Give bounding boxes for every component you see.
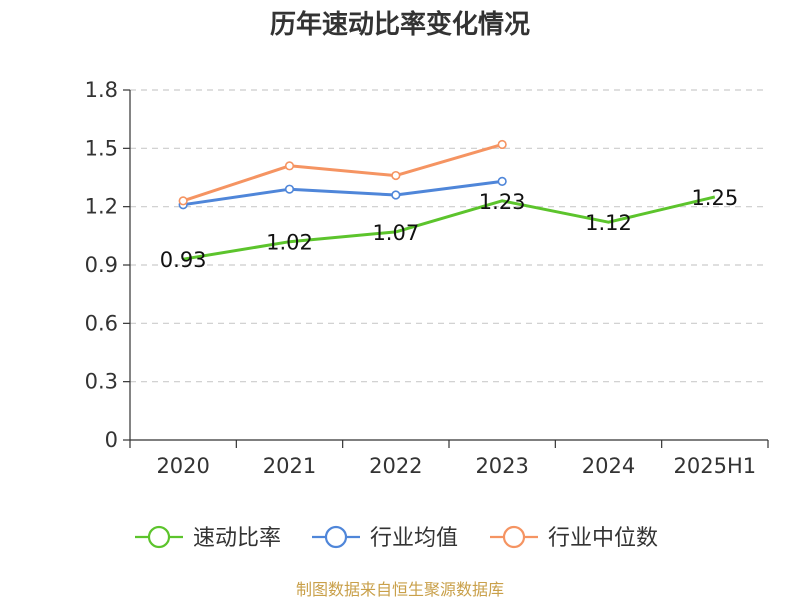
grid-lines bbox=[130, 89, 768, 383]
y-tick-label-3: 0.9 bbox=[85, 253, 118, 277]
point-s1-2023 bbox=[497, 176, 507, 186]
data-label-2024: 1.12 bbox=[585, 211, 632, 235]
x-tick-label-2025H1: 2025H1 bbox=[674, 454, 757, 478]
point-s2-2022 bbox=[391, 170, 401, 181]
legend-label-2: 行业中位数 bbox=[548, 526, 658, 551]
source-note: 制图数据来自恒生聚源数据库 bbox=[296, 580, 504, 599]
x-tick-label-2022: 2022 bbox=[369, 454, 422, 478]
legend: 速动比率 行业均值 行业中位数 bbox=[135, 525, 658, 551]
point-s2-2020 bbox=[178, 196, 188, 206]
legend-marker-0 bbox=[147, 525, 171, 549]
x-tick-label-2020: 2020 bbox=[156, 454, 209, 478]
data-label-2022: 1.07 bbox=[372, 221, 419, 245]
series-line-0 bbox=[182, 195, 716, 261]
legend-marker-1 bbox=[324, 525, 348, 549]
y-tick-label-4: 1.2 bbox=[85, 195, 118, 219]
point-s1-2022 bbox=[391, 190, 401, 200]
data-label-2020: 0.93 bbox=[160, 248, 207, 272]
legend-label-1: 行业均值 bbox=[370, 526, 458, 551]
x-tick-label-2021: 2021 bbox=[263, 454, 316, 478]
point-s2-2021 bbox=[284, 161, 295, 171]
series-line-1 bbox=[182, 179, 503, 207]
y-tick-label-5: 1.5 bbox=[85, 136, 118, 160]
y-tick-label-6: 1.8 bbox=[85, 78, 118, 102]
series-group bbox=[178, 139, 716, 261]
x-tick-label-2024: 2024 bbox=[582, 454, 635, 478]
point-s2-2023 bbox=[497, 139, 507, 150]
legend-marker-2 bbox=[502, 525, 526, 549]
y-tick-label-0: 0 bbox=[105, 428, 118, 452]
y-tick-label-1: 0.3 bbox=[85, 370, 118, 394]
data-label-2023: 1.23 bbox=[479, 190, 526, 214]
point-s1-2021 bbox=[284, 184, 295, 194]
series-line-2 bbox=[182, 142, 503, 203]
data-labels: 0.93 1.02 1.07 1.23 1.12 1.25 bbox=[160, 186, 738, 272]
axes: 0 0.3 0.6 0.9 1.2 1.5 1.8 2020 2021 2022 2023 2024 2… bbox=[85, 78, 769, 478]
legend-label-0: 速动比率 bbox=[193, 526, 281, 551]
data-label-2025H1: 1.25 bbox=[691, 186, 738, 210]
y-tick-label-2: 0.6 bbox=[85, 311, 118, 335]
chart-title: 历年速动比率变化情况 bbox=[270, 9, 530, 40]
data-label-2021: 1.02 bbox=[266, 231, 313, 255]
x-tick-label-2023: 2023 bbox=[475, 454, 528, 478]
